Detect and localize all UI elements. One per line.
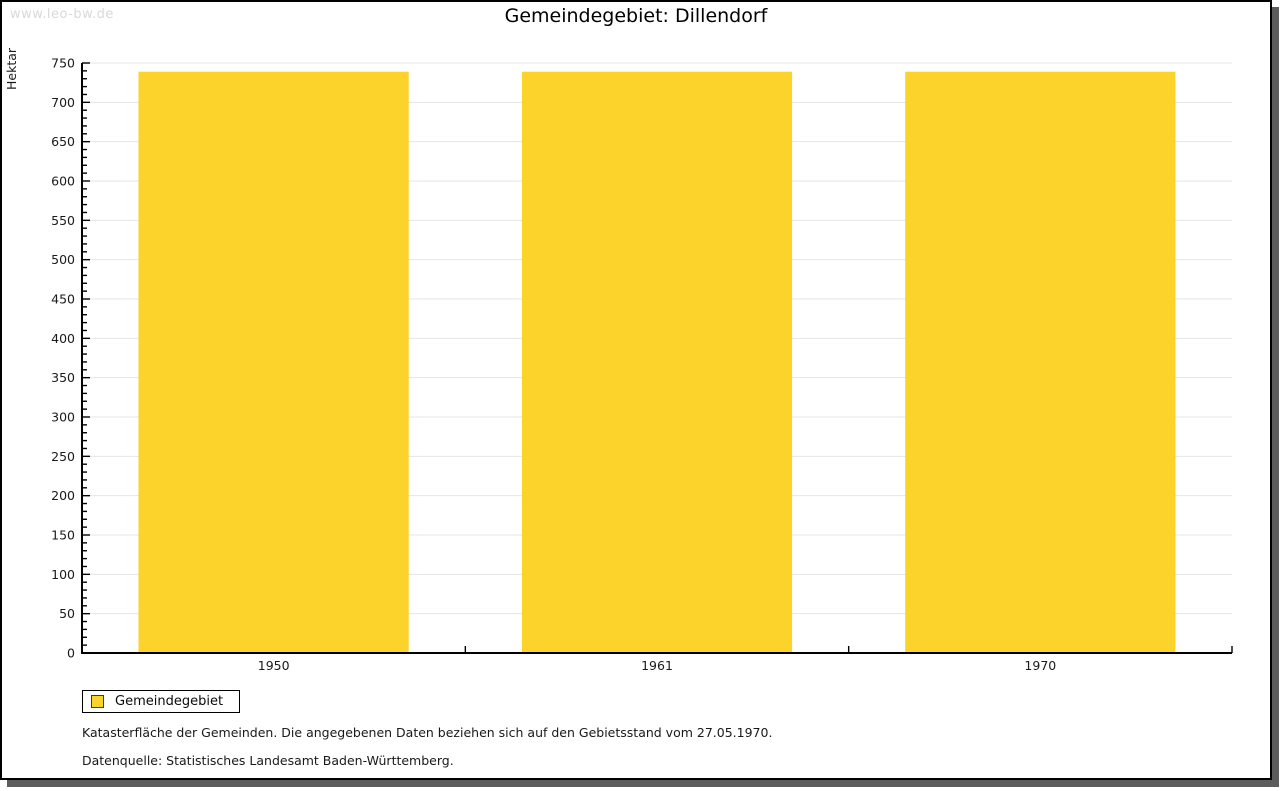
chart-panel: www.leo-bw.de Gemeindegebiet: Dillendorf… [0, 0, 1272, 780]
svg-text:1970: 1970 [1024, 658, 1056, 673]
svg-text:700: 700 [51, 95, 75, 110]
chart-title: Gemeindegebiet: Dillendorf [504, 5, 768, 27]
legend: Gemeindegebiet [82, 690, 241, 713]
bar-chart: 0 50 100 150 200 250 300 350 400 450 500 550 600 650 7… [4, 47, 1233, 673]
svg-text:750: 750 [51, 56, 75, 71]
svg-text:200: 200 [51, 488, 75, 503]
svg-text:350: 350 [51, 370, 75, 385]
chart-plot-area: 0 50 100 150 200 250 300 350 400 450 500 550 600 650 7… [51, 56, 1233, 673]
svg-text:150: 150 [51, 528, 75, 543]
legend-swatch-icon [91, 695, 104, 708]
footnote-source: Datenquelle: Statistisches Landesamt Bad… [82, 753, 454, 768]
footnote-description: Katasterfläche der Gemeinden. Die angege… [82, 725, 773, 740]
svg-text:450: 450 [51, 292, 75, 307]
svg-text:250: 250 [51, 449, 75, 464]
y-axis-label: Hektar [4, 47, 19, 90]
svg-text:600: 600 [51, 174, 75, 189]
svg-text:100: 100 [51, 567, 75, 582]
svg-text:1961: 1961 [641, 658, 673, 673]
svg-text:500: 500 [51, 252, 75, 267]
svg-text:300: 300 [51, 410, 75, 425]
svg-text:50: 50 [59, 606, 75, 621]
svg-text:0: 0 [67, 646, 75, 661]
legend-item-label: Gemeindegebiet [115, 694, 224, 709]
svg-text:650: 650 [51, 134, 75, 149]
svg-text:1950: 1950 [258, 658, 290, 673]
watermark: www.leo-bw.de [10, 7, 114, 22]
svg-text:400: 400 [51, 331, 75, 346]
svg-text:550: 550 [51, 213, 75, 228]
